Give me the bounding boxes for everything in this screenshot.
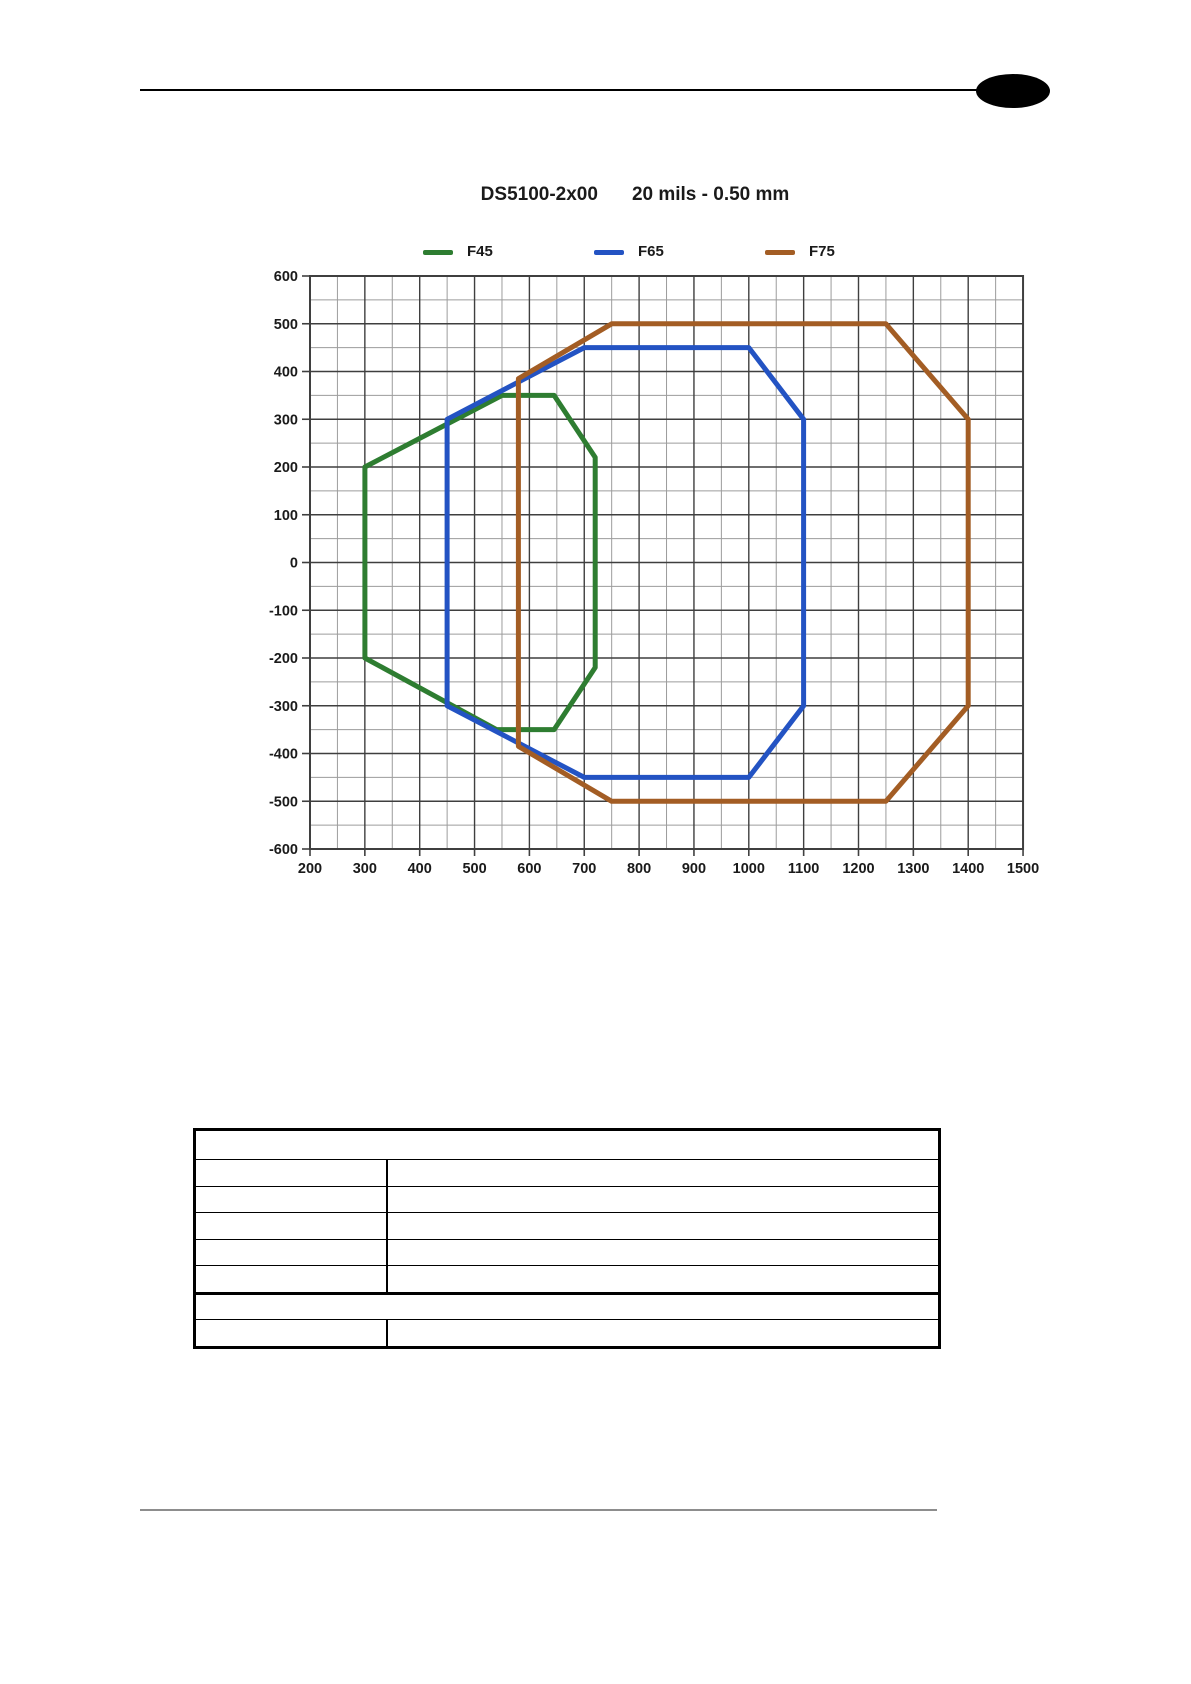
table-cell: [196, 1266, 388, 1292]
svg-text:-600: -600: [269, 842, 298, 858]
svg-text:-500: -500: [269, 794, 298, 810]
svg-text:-200: -200: [269, 651, 298, 667]
svg-text:1300: 1300: [897, 861, 929, 877]
svg-text:-400: -400: [269, 747, 298, 763]
svg-text:500: 500: [274, 317, 298, 333]
f65-legend-label: F65: [638, 243, 664, 260]
svg-text:200: 200: [298, 861, 322, 877]
notes-table: [193, 1128, 941, 1349]
svg-text:600: 600: [274, 269, 298, 285]
table-row: [196, 1239, 938, 1265]
header-rule: [140, 89, 978, 91]
svg-text:1400: 1400: [952, 861, 984, 877]
svg-text:800: 800: [627, 861, 651, 877]
svg-text:700: 700: [572, 861, 596, 877]
table-row: [196, 1131, 938, 1159]
svg-text:-100: -100: [269, 603, 298, 619]
table-cell: [196, 1131, 938, 1159]
table-cell: [196, 1320, 388, 1346]
table-row: [196, 1292, 938, 1319]
svg-text:1100: 1100: [788, 861, 819, 877]
svg-text:300: 300: [274, 412, 298, 428]
svg-text:300: 300: [353, 861, 377, 877]
svg-text:600: 600: [517, 861, 541, 877]
table-cell: [196, 1295, 938, 1319]
table-row: [196, 1265, 938, 1292]
table-cell: [388, 1187, 938, 1212]
chart-title-resolution: 20 mils - 0.50 mm: [631, 184, 790, 205]
f45-legend-label: F45: [467, 243, 493, 260]
table-cell: [388, 1213, 938, 1239]
svg-text:1500: 1500: [1007, 861, 1039, 877]
chart-title-model: DS5100-2x00: [480, 184, 598, 205]
table-cell: [388, 1266, 938, 1292]
table-cell: [196, 1213, 388, 1239]
svg-text:200: 200: [274, 460, 298, 476]
svg-text:500: 500: [462, 861, 486, 877]
table-cell: [388, 1160, 938, 1186]
f65-line-swatch: [594, 249, 624, 255]
table-row: [196, 1212, 938, 1239]
table-cell: [196, 1187, 388, 1212]
chart-title: DS5100-2x00 20 mils - 0.50 mm: [240, 184, 1030, 206]
logo-ellipse: [976, 74, 1050, 108]
table-row: [196, 1159, 938, 1186]
svg-text:-300: -300: [269, 699, 298, 715]
legend-item-f75: F75: [765, 244, 835, 260]
footer-rule: [140, 1509, 937, 1511]
f75-legend-label: F75: [809, 243, 835, 260]
svg-text:0: 0: [290, 556, 298, 572]
svg-text:400: 400: [408, 861, 432, 877]
svg-text:900: 900: [682, 861, 706, 877]
table-row: [196, 1186, 938, 1212]
svg-text:1000: 1000: [733, 861, 765, 877]
table-cell: [196, 1160, 388, 1186]
svg-text:1200: 1200: [842, 861, 874, 877]
f75-line-swatch: [765, 249, 795, 255]
table-cell: [388, 1320, 938, 1346]
f45-line-swatch: [423, 249, 453, 255]
table-cell: [388, 1240, 938, 1265]
legend-item-f45: F45: [423, 244, 493, 260]
legend-item-f65: F65: [594, 244, 664, 260]
svg-text:400: 400: [274, 365, 298, 381]
table-cell: [196, 1240, 388, 1265]
svg-text:100: 100: [274, 508, 298, 524]
table-row: [196, 1319, 938, 1346]
